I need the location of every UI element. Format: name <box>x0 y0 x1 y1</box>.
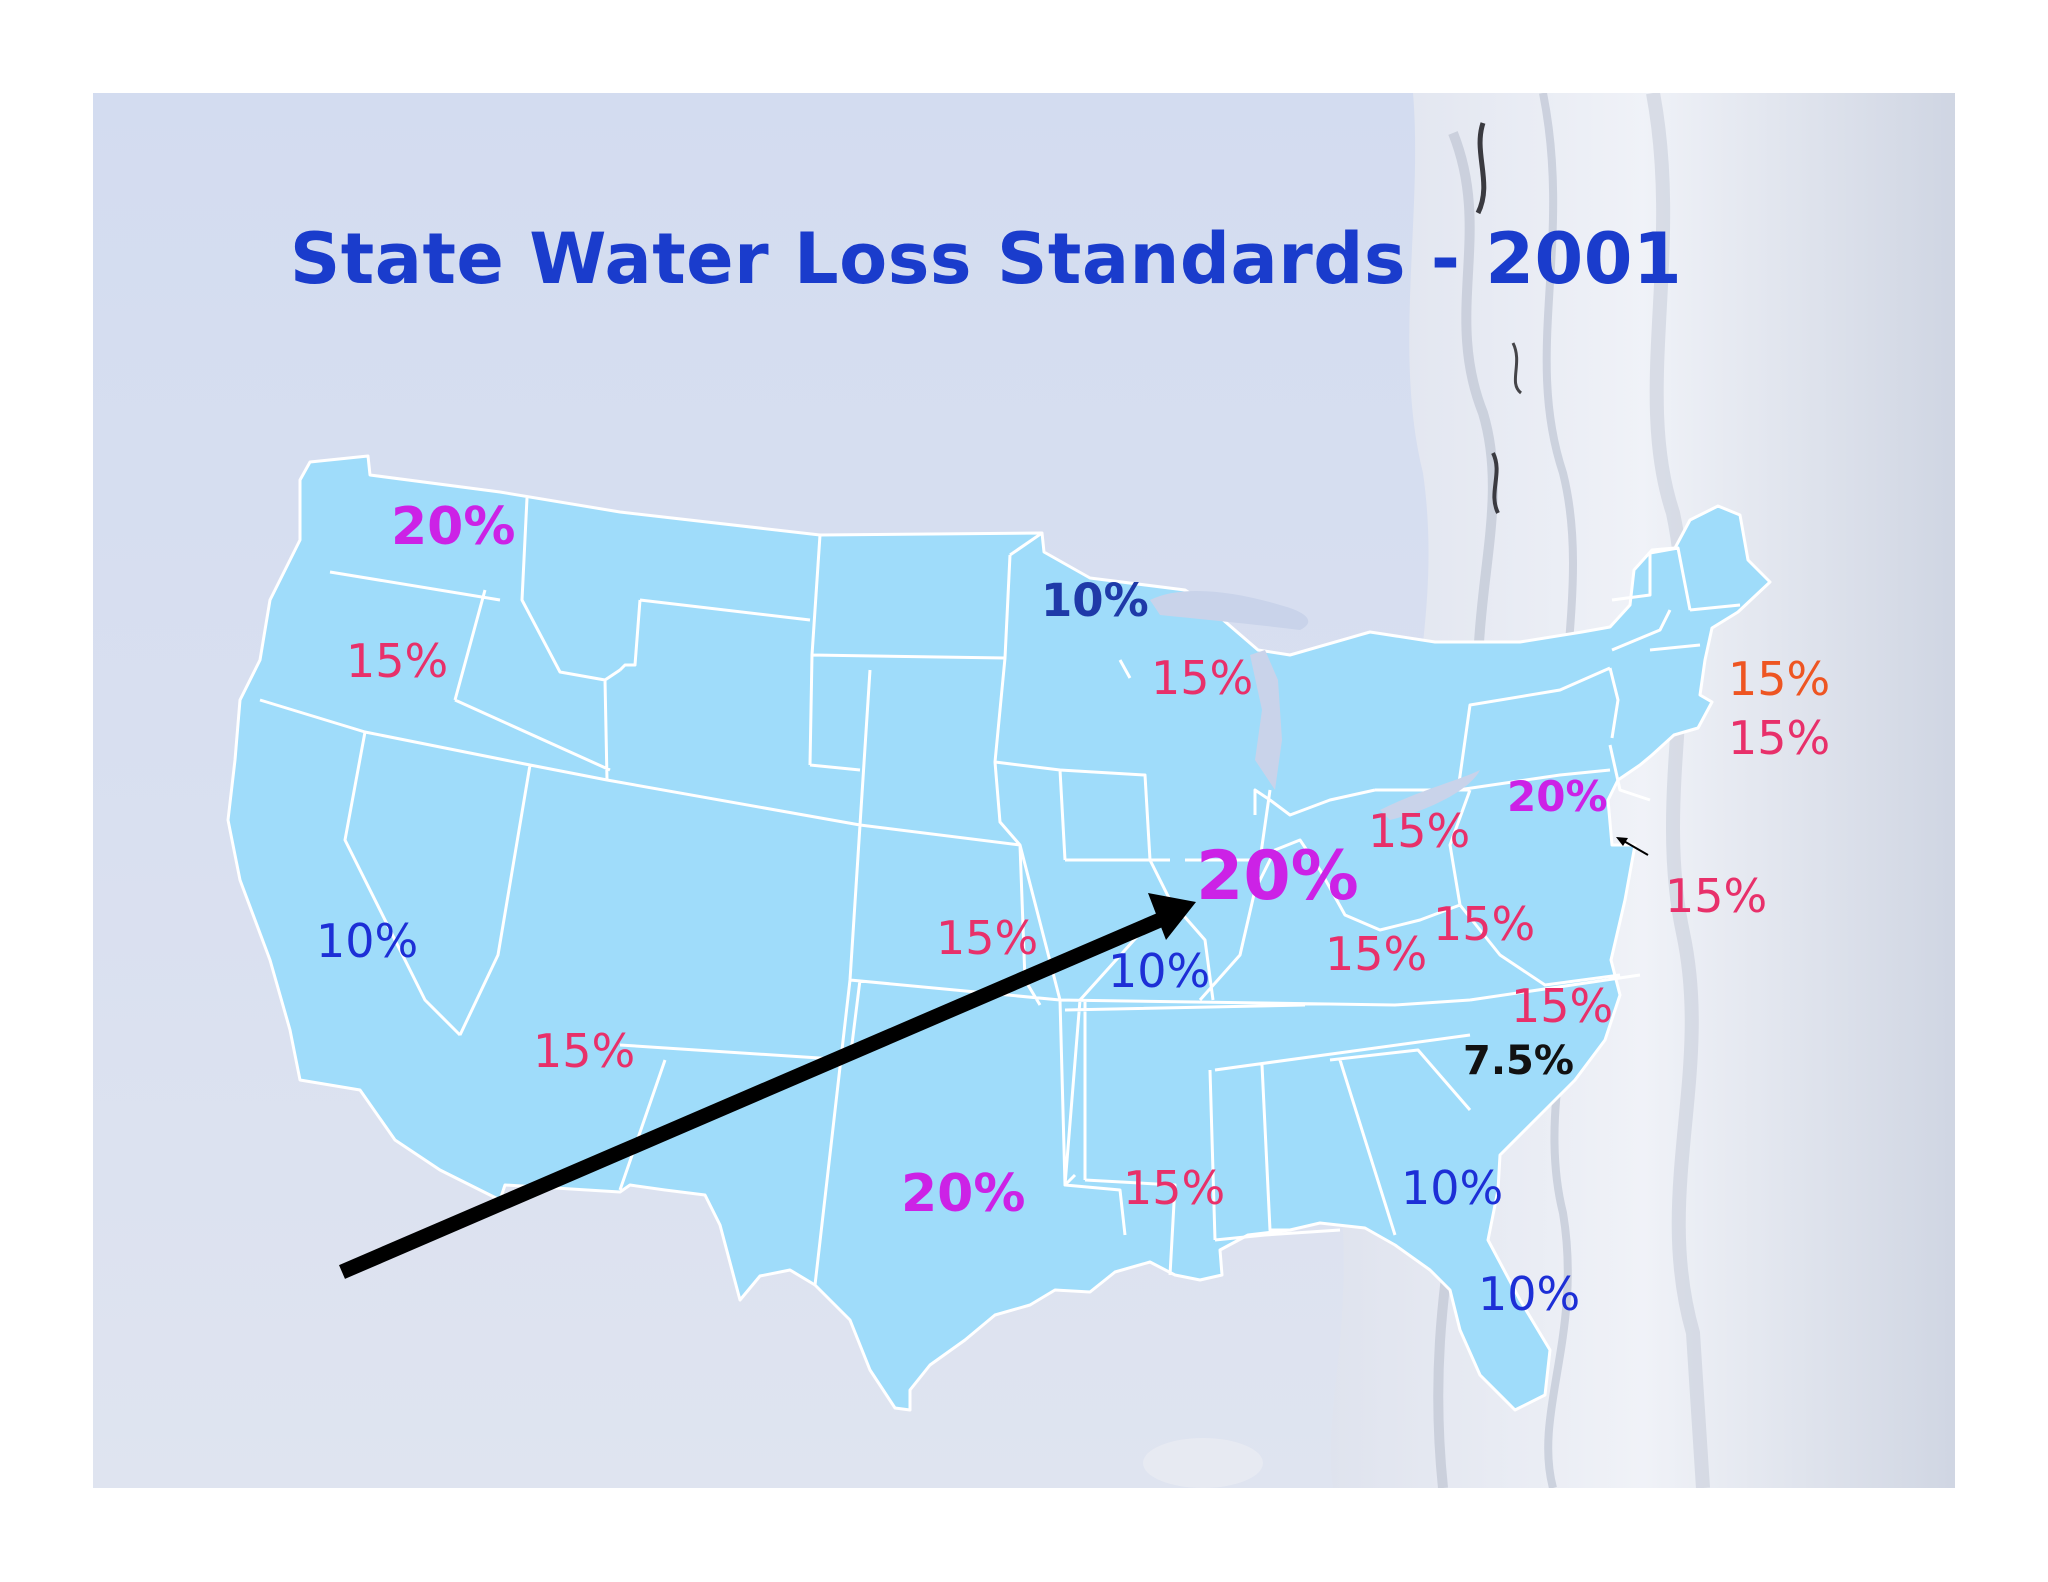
label-california: 10% <box>316 914 419 968</box>
label-oregon: 15% <box>346 634 449 688</box>
label-kentucky: 15% <box>1325 927 1428 981</box>
label-minnesota: 10% <box>1041 574 1149 627</box>
label-north-carolina: 15% <box>1511 979 1614 1033</box>
slide: State Water Loss Standards - 2001 20% 15… <box>93 93 1955 1488</box>
us-states-map <box>226 454 1772 1412</box>
label-connecticut: 15% <box>1728 711 1831 765</box>
label-ohio: 15% <box>1368 804 1471 858</box>
slide-title: State Water Loss Standards - 2001 <box>289 218 1683 300</box>
label-texas: 20% <box>901 1164 1026 1224</box>
label-illinois: 20% <box>1196 837 1359 916</box>
lake-superior <box>1150 590 1309 630</box>
label-arizona: 15% <box>533 1024 636 1078</box>
delaware-pointer-head <box>1616 837 1628 846</box>
label-georgia: 10% <box>1401 1161 1504 1215</box>
trend-arrow-head <box>1148 893 1196 940</box>
label-missouri: 10% <box>1108 944 1211 998</box>
us-outline <box>226 454 1772 1412</box>
trend-arrow-shaft <box>339 913 1163 1279</box>
label-kansas: 15% <box>936 911 1039 965</box>
label-massachusetts: 15% <box>1728 652 1831 706</box>
label-south-carolina: 7.5% <box>1463 1038 1574 1084</box>
label-washington: 20% <box>391 497 516 557</box>
lake-michigan <box>1250 650 1282 790</box>
lake-erie <box>1380 770 1480 820</box>
label-virginia: 15% <box>1433 897 1536 951</box>
label-louisiana: 15% <box>1123 1161 1226 1215</box>
label-pennsylvania: 20% <box>1507 772 1608 821</box>
label-wisconsin: 15% <box>1151 651 1254 705</box>
state-borders <box>259 497 1741 1286</box>
label-florida: 10% <box>1478 1267 1581 1321</box>
delaware-pointer-arrow <box>1621 839 1649 856</box>
label-delaware: 15% <box>1665 869 1768 923</box>
